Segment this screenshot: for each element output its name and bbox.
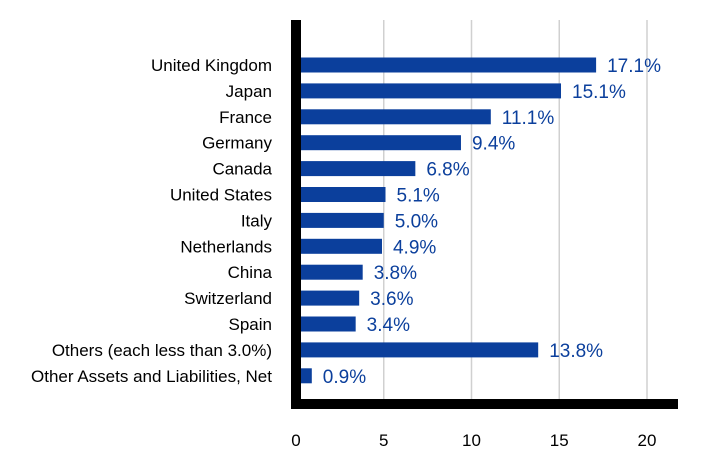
- bar: [296, 290, 360, 306]
- x-tick-label: 0: [291, 431, 300, 450]
- bar: [296, 187, 386, 202]
- category-label: Other Assets and Liabilities, Net: [31, 367, 272, 386]
- data-label: 3.8%: [374, 263, 417, 284]
- x-axis-line: [291, 399, 678, 409]
- bar: [296, 161, 416, 177]
- data-label: 5.0%: [395, 211, 438, 232]
- data-label: 13.8%: [549, 341, 603, 362]
- gridlines: [383, 20, 648, 400]
- category-label: Japan: [226, 82, 272, 101]
- data-label: 15.1%: [572, 82, 626, 103]
- category-label: Others (each less than 3.0%): [52, 341, 272, 360]
- x-tick-label: 20: [638, 431, 657, 450]
- bar: [296, 135, 461, 151]
- x-tick-label: 15: [550, 431, 569, 450]
- bars: [296, 57, 597, 384]
- category-label: United Kingdom: [151, 56, 272, 75]
- data-label: 0.9%: [323, 367, 366, 388]
- data-label: 5.1%: [397, 186, 440, 207]
- bar: [296, 109, 491, 125]
- category-label: Spain: [229, 315, 272, 334]
- axes: [291, 20, 678, 409]
- data-label: 9.4%: [472, 134, 515, 155]
- data-label: 3.4%: [367, 315, 410, 336]
- category-label: Switzerland: [184, 289, 272, 308]
- category-label: China: [228, 263, 273, 282]
- bar: [296, 316, 356, 332]
- data-label: 4.9%: [393, 237, 436, 258]
- category-labels: United Kingdom Japan France Germany Canada Un…: [31, 56, 273, 386]
- category-label: France: [219, 108, 272, 127]
- data-labels: 17.1% 15.1% 11.1% 9.4%6.8% 5.1% 5.0% 4.9% 3.8% 3…: [323, 56, 661, 388]
- x-tick-labels: 0 5 10 15 20: [291, 431, 656, 450]
- category-label: United States: [170, 186, 272, 205]
- bar: [296, 264, 363, 280]
- category-label: Netherlands: [180, 237, 272, 256]
- bar: [296, 57, 597, 73]
- bar: [296, 212, 384, 228]
- bar: [296, 342, 539, 358]
- data-label: 17.1%: [607, 56, 661, 77]
- x-tick-label: 5: [379, 431, 388, 450]
- category-label: Germany: [202, 134, 272, 153]
- data-label: 11.1%: [502, 108, 555, 129]
- x-tick-label: 10: [462, 431, 481, 450]
- category-label: Canada: [212, 160, 272, 179]
- category-label: Italy: [241, 211, 273, 230]
- bar: [296, 83, 562, 99]
- bar: [296, 238, 382, 254]
- data-label: 3.6%: [370, 289, 413, 310]
- y-axis-line: [291, 20, 301, 408]
- data-label: 6.8%: [426, 160, 469, 181]
